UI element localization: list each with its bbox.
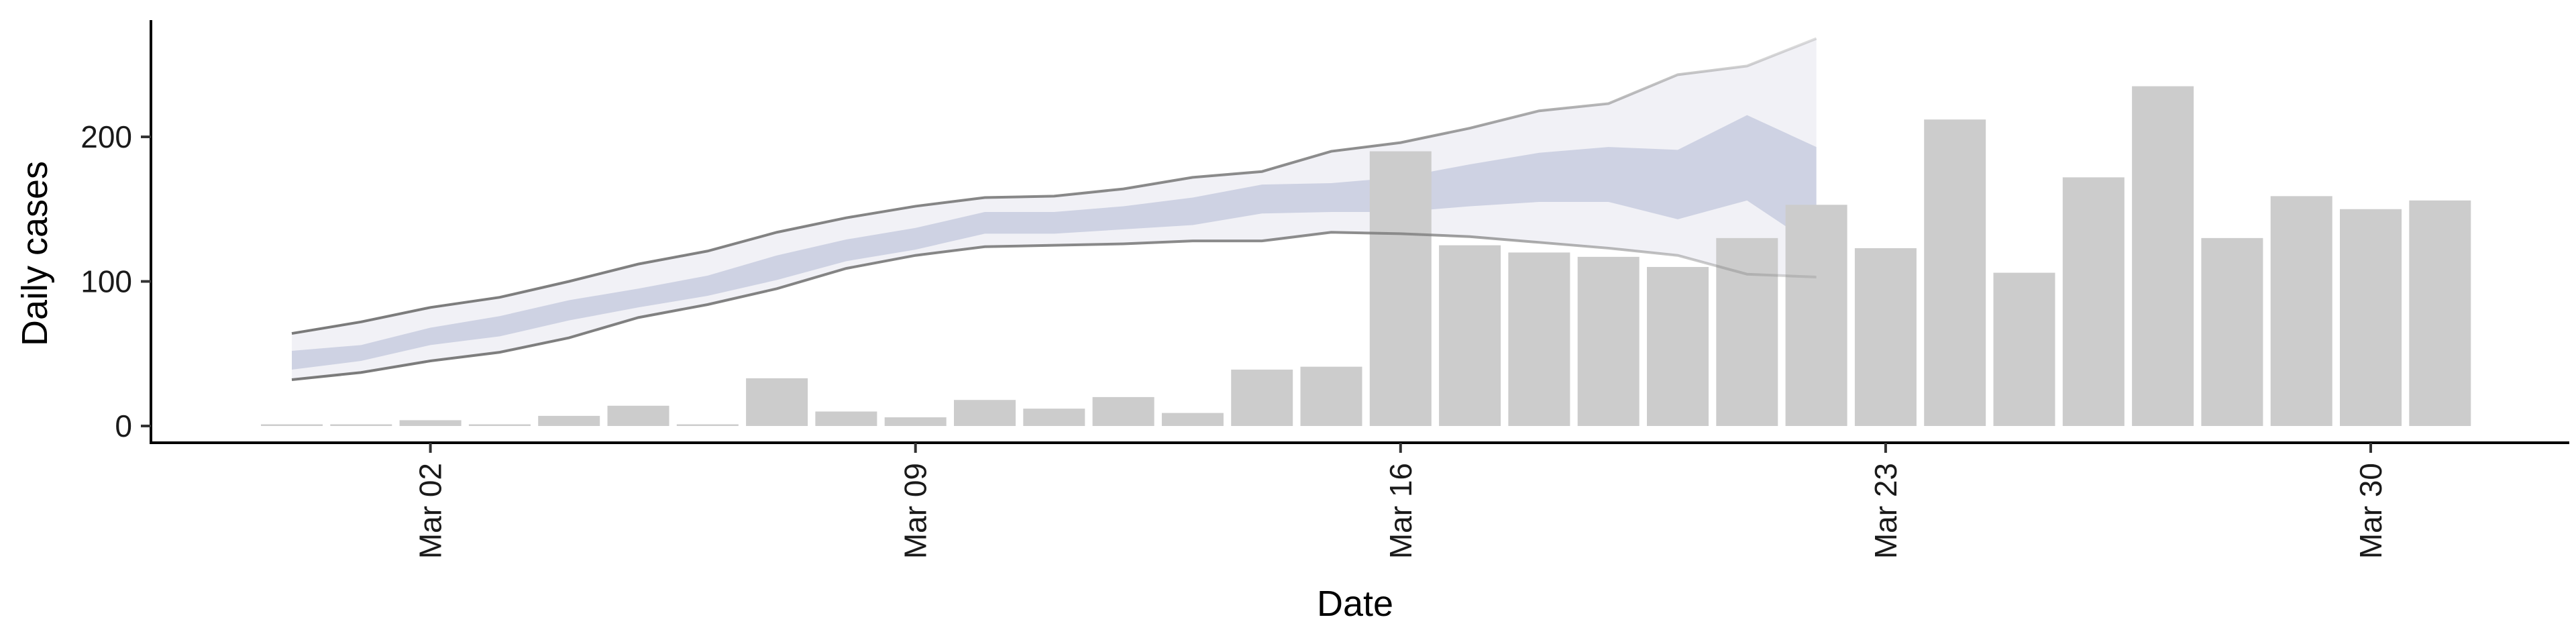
bar xyxy=(538,415,600,426)
y-tick-label: 0 xyxy=(115,409,132,443)
bar xyxy=(1439,245,1501,426)
bar xyxy=(1785,205,1847,426)
forecast-lower-line xyxy=(291,231,1817,382)
forecast-upper-line xyxy=(291,37,1817,335)
bar xyxy=(330,424,392,426)
y-tick-label: 100 xyxy=(80,264,132,299)
bar xyxy=(1300,366,1362,426)
bar xyxy=(746,378,808,426)
bar xyxy=(261,424,323,426)
bar xyxy=(468,424,531,426)
forecast-outline-layer xyxy=(291,37,1817,382)
x-tick-label: Mar 30 xyxy=(2353,463,2388,559)
x-tick-label: Mar 02 xyxy=(413,463,448,559)
bar xyxy=(399,420,462,426)
bar xyxy=(607,405,669,426)
x-tick-label: Mar 16 xyxy=(1383,463,1418,559)
bar xyxy=(884,417,947,426)
bar xyxy=(2340,209,2402,426)
bar xyxy=(2201,237,2263,426)
bar xyxy=(676,424,739,426)
y-axis-title: Daily cases xyxy=(15,161,55,346)
x-axis-title: Date xyxy=(1317,584,1393,624)
bar xyxy=(1716,237,1778,426)
bar xyxy=(954,400,1016,426)
bar-layer xyxy=(261,86,2471,427)
bar xyxy=(1023,409,1085,426)
bar xyxy=(815,411,877,426)
bar xyxy=(1647,266,1709,426)
bar xyxy=(1092,396,1155,426)
bar xyxy=(1924,119,1986,426)
bar xyxy=(2409,200,2471,426)
y-tick-label: 200 xyxy=(80,119,132,154)
forecast-inner-band xyxy=(292,115,1817,370)
bar xyxy=(1993,272,2055,426)
bar xyxy=(1369,151,1432,427)
bar xyxy=(2270,196,2332,426)
x-tick-label: Mar 23 xyxy=(1868,463,1903,559)
bar xyxy=(2132,86,2194,426)
bar xyxy=(1231,369,1293,426)
bar xyxy=(1577,256,1640,426)
bar xyxy=(1854,248,1917,426)
x-tick-label: Mar 09 xyxy=(898,463,933,559)
bar xyxy=(1508,252,1570,426)
bar xyxy=(1161,413,1224,426)
axes: 0 100 200 Mar 02 Mar 09 Mar 16 Mar 23 Mar 30 xyxy=(80,20,2569,559)
bar xyxy=(2062,177,2125,426)
forecast-inner-band-layer xyxy=(292,115,1817,370)
